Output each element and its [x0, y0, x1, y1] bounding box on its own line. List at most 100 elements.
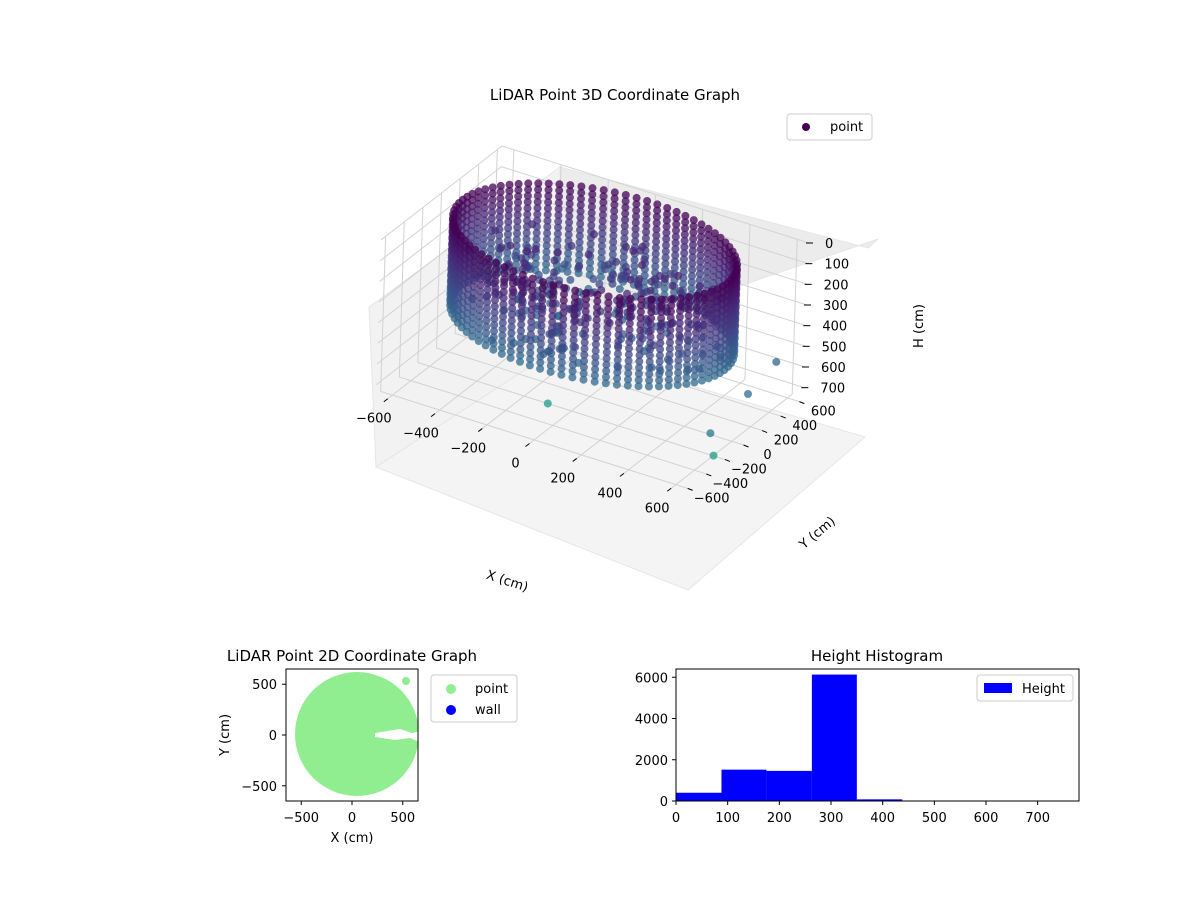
point-3d: [483, 273, 492, 282]
point-3d: [555, 192, 563, 201]
point-3d: [630, 255, 639, 264]
point-3d: [703, 243, 712, 252]
point-3d: [570, 311, 579, 320]
point-3d: [484, 260, 493, 269]
chart-2d-title: LiDAR Point 2D Coordinate Graph: [227, 647, 477, 665]
point-3d: [477, 256, 486, 265]
point-3d: [489, 339, 498, 348]
point-3d: [698, 351, 707, 360]
point-3d: [595, 280, 604, 289]
point-3d: [528, 274, 537, 283]
point-3d: [555, 186, 564, 195]
point-3d: [682, 373, 691, 382]
x-tick-3d: [383, 398, 389, 403]
point-3d: [517, 314, 526, 323]
point-3d: [626, 301, 635, 309]
point-3d: [538, 296, 547, 305]
point-3d: [542, 247, 551, 256]
point-3d: [584, 250, 593, 259]
point-3d: [655, 376, 664, 385]
point-3d: [482, 304, 491, 313]
point-3d: [712, 322, 721, 331]
point-3d: [689, 234, 698, 243]
point-3d: [553, 229, 562, 238]
point-3d: [571, 292, 579, 301]
point-3d: [565, 218, 574, 227]
point-3d: [590, 377, 599, 386]
point-3d: [609, 225, 618, 234]
point-3d: [473, 230, 482, 239]
point-3d: [475, 312, 484, 321]
point-3d: [652, 231, 661, 240]
x-tick-label-2d: 0: [348, 811, 356, 826]
point-3d: [675, 319, 684, 328]
point-3d: [513, 210, 522, 219]
point-3d: [591, 365, 600, 374]
grid-line: [436, 347, 744, 446]
point-3d: [548, 299, 557, 308]
point-3d: [599, 192, 608, 201]
point-3d: [543, 210, 552, 219]
y-tick-label-3d: 400: [792, 419, 817, 434]
point-3d: [516, 357, 524, 366]
point-3d: [531, 259, 540, 268]
point-3d: [692, 328, 700, 337]
point-3d: [635, 345, 644, 353]
point-3d: [547, 349, 556, 358]
point-3d: [481, 191, 490, 200]
histogram-bar: [721, 769, 767, 801]
x-tick-label-3d: −200: [450, 442, 486, 457]
point-3d: [553, 242, 562, 251]
point-3d: [692, 316, 701, 325]
point-3d: [663, 210, 671, 219]
x-tick-3d: [619, 472, 625, 477]
point-3d: [468, 326, 477, 335]
point-3d: [647, 295, 656, 304]
point-3d: [469, 307, 478, 316]
point-3d: [597, 254, 606, 263]
point-3d: [676, 294, 685, 303]
point-3d: [517, 320, 526, 329]
point-3d: [680, 242, 689, 251]
point-3d: [480, 203, 489, 212]
point-3d: [546, 361, 555, 370]
point-3d: [575, 232, 584, 241]
point-3d: [483, 279, 492, 288]
point-3d: [592, 328, 601, 337]
point-3d: [672, 214, 681, 223]
point-3d: [610, 188, 619, 197]
point-3d: [499, 300, 508, 309]
point-3d: [681, 218, 690, 227]
point-3d: [476, 287, 485, 296]
point-3d: [662, 228, 671, 237]
point-3d: [554, 217, 563, 226]
point-3d: [554, 205, 563, 213]
point-3d: [558, 352, 566, 361]
point-3d: [705, 349, 714, 358]
point-3d: [495, 219, 504, 228]
point-3d: [509, 273, 518, 282]
point-3d: [596, 272, 605, 281]
point-3d: [557, 364, 566, 373]
point-3d: [613, 362, 622, 371]
y-tick-label-2d: 500: [252, 678, 277, 693]
point-3d: [613, 374, 622, 383]
point-3d: [642, 215, 651, 224]
point-3d: [477, 250, 486, 259]
point-3d: [504, 217, 513, 226]
z-tick-label-3d: 100: [824, 258, 849, 273]
point-3d: [691, 341, 700, 350]
point-3d: [533, 210, 542, 219]
point-3d: [477, 262, 486, 271]
point-3d: [602, 366, 611, 375]
point-3d: [680, 236, 689, 245]
point-3d: [483, 291, 492, 300]
point-3d: [630, 268, 639, 277]
point-3d: [482, 316, 491, 325]
point-3d: [647, 308, 656, 317]
point-3d: [536, 352, 545, 361]
point-3d: [512, 235, 521, 244]
point-3d: [597, 248, 606, 257]
point-3d: [625, 325, 634, 334]
